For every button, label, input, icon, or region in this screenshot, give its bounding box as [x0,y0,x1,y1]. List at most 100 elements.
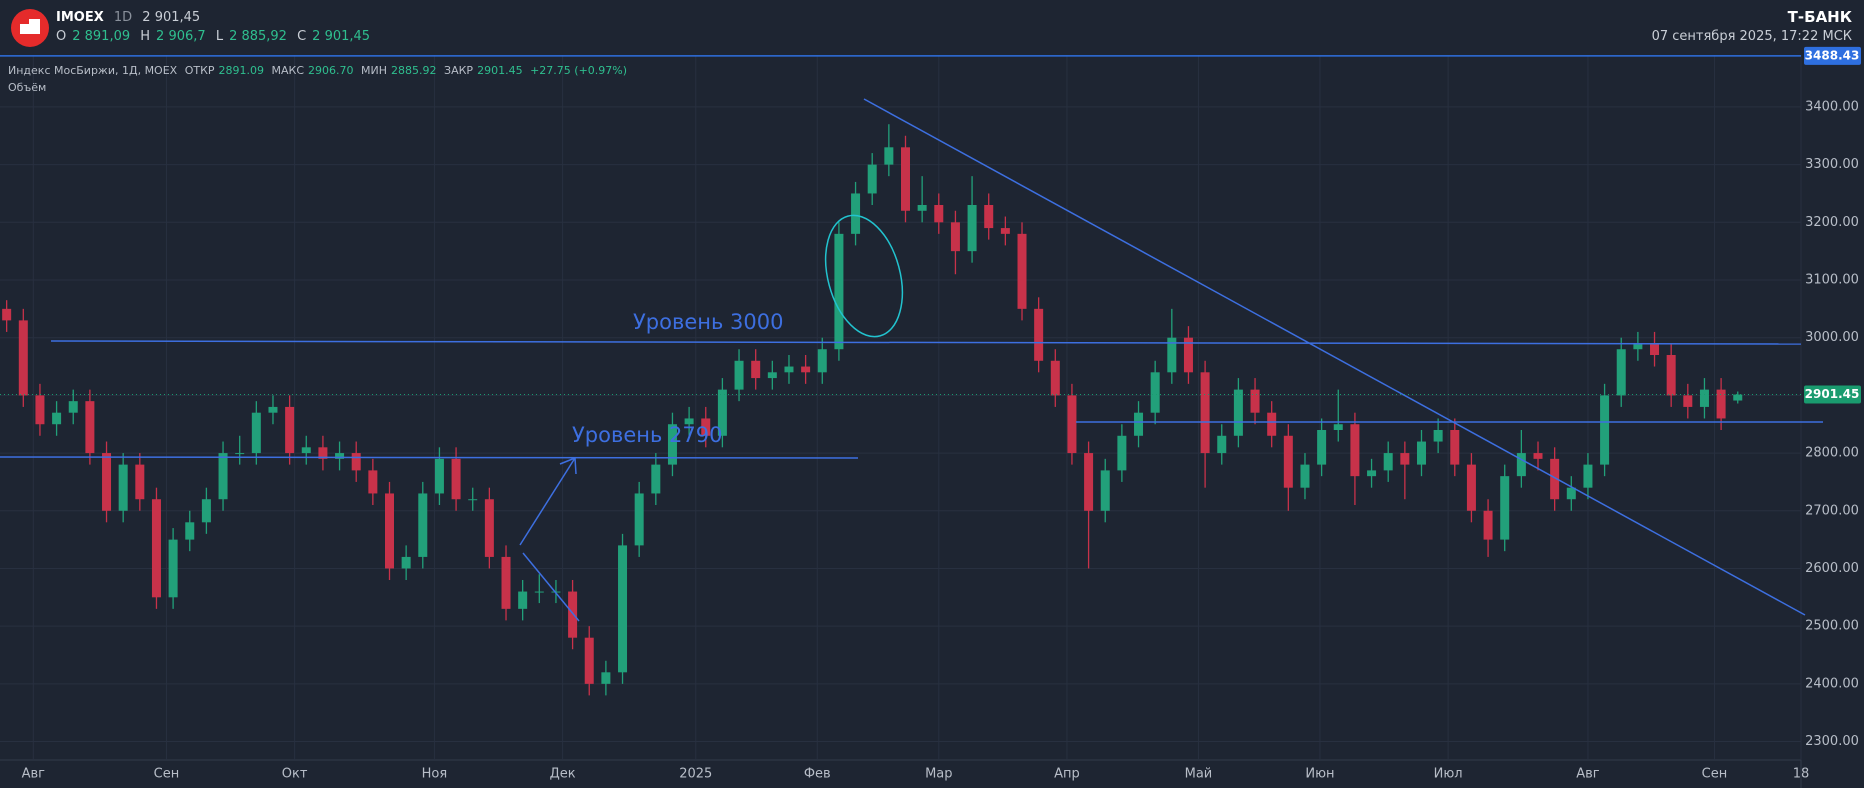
candle-body [701,418,711,436]
brand: Т-БАНК [1787,8,1852,26]
candle-body [1433,430,1443,442]
y-tick-label: 3400.00 [1805,99,1859,114]
symbol: IMOEX [56,10,104,25]
candle-body [1317,430,1327,465]
candle-body [1200,372,1210,454]
x-tick-label: Сен [1702,767,1728,782]
candle-body [1283,435,1293,488]
legend-label: ЗАКР [444,64,474,77]
y-tick-label: 2700.00 [1805,503,1859,518]
candle-body [135,464,145,500]
candle-body [1350,424,1360,477]
x-tick-label: Апр [1054,767,1080,782]
candle-body [301,447,311,454]
x-tick-label: Июл [1434,767,1463,782]
candle-body [984,205,994,229]
ohlc-row: O 2 891,09 H 2 906,7 L 2 885,92 C 2 901,45 [56,29,376,44]
candle-body [185,522,195,540]
candle-body [1500,476,1510,540]
x-tick-label: Окт [282,767,308,782]
candle-body [102,453,112,511]
price-tag [1804,46,1861,65]
candle-body [601,672,611,684]
candle-body [401,556,411,569]
candle-body [1167,337,1177,373]
x-tick-label: 18 [1793,767,1810,782]
price-tag-label: 3488.43 [1805,48,1860,62]
candle-body [2,308,12,321]
candle-body [1716,389,1726,419]
trend-line [522,552,580,622]
candle-body [1117,435,1127,471]
x-tick-label: Май [1185,767,1213,782]
candle-body [1267,412,1277,436]
price-tag-label: 2901.45 [1805,387,1860,401]
x-tick-label: Июн [1305,767,1334,782]
candle-body [1400,453,1410,465]
legend-label: ОТКР [184,64,215,77]
c-value: 2 901,45 [312,29,371,44]
candle-body [651,464,661,494]
legend-value: 2906.70 [308,64,354,77]
candle-body [418,493,428,557]
candle-body [568,591,578,638]
candle-body [335,453,345,459]
legend-value: 2901.45 [477,64,523,77]
candle-body [1483,510,1493,540]
candle-body [751,360,761,379]
candle-body [884,147,894,165]
y-tick-label: 2400.00 [1805,676,1859,691]
candle-body [917,205,927,211]
x-tick-label: Авг [1576,767,1600,782]
c-label: C [297,29,307,44]
candle-body [1450,430,1460,465]
candle-body [1566,487,1576,500]
candle-body [1150,372,1160,413]
candle-body [1017,233,1027,309]
candle-body [967,205,977,252]
candle-body [1650,343,1660,355]
candle-body [851,193,861,234]
candle-body [85,401,95,454]
candle-body [867,164,877,194]
candle-body [1583,464,1593,488]
l-value: 2 885,92 [229,29,287,44]
volume-label: Объём [8,81,47,94]
candle-body [168,539,178,598]
legend-name: Индекс МосБиржи, 1Д, MOEX [8,64,178,77]
candle-body [1699,389,1709,407]
candle-body [618,545,628,673]
candle-body [1183,337,1193,373]
candle-body [151,499,161,598]
candle-body [68,401,78,413]
candle-body [318,447,328,459]
y-tick-label: 2600.00 [1805,561,1859,576]
candle-body [801,366,811,373]
candle-body [1034,308,1044,361]
candle-body [1466,464,1476,511]
candle-body [1533,453,1543,459]
candle-body [1067,395,1077,454]
annotation: Уровень 3000 [633,310,784,334]
candle-body [1217,435,1227,454]
legend: Индекс МосБиржи, 1Д, MOEX ОТКР 2891.09 МА… [8,64,631,77]
arrow [519,457,576,546]
candle-body [285,406,295,454]
y-tick-label: 3000.00 [1805,330,1859,345]
candle-body [518,591,528,609]
candle-body [18,320,28,396]
y-tick-label: 3300.00 [1805,157,1859,172]
h-label: H [140,29,151,44]
candle-body [368,470,378,494]
candle-body [451,458,461,500]
level-line [0,456,859,459]
candle-body [351,453,361,471]
legend-label: МАКС [271,64,305,77]
candle-body [767,372,777,379]
candle-body [118,464,128,511]
candle-body [268,406,278,413]
candle-body [434,458,444,494]
candle-body [900,147,910,211]
